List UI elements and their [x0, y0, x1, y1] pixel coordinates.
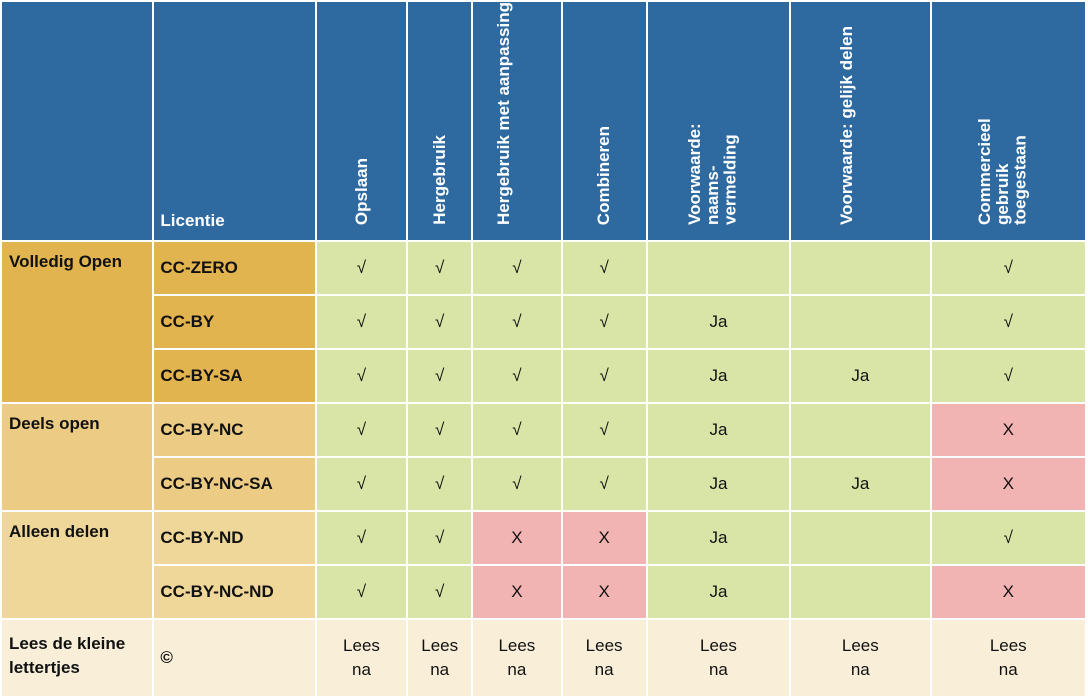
table-cell: √ [314, 401, 409, 458]
license-name: CC-BY-NC-SA [152, 455, 317, 512]
table-cell: X [929, 563, 1087, 620]
table-cell: √ [406, 293, 474, 350]
license-name: CC-ZERO [152, 239, 317, 296]
table-cell [789, 239, 932, 296]
table-cell: X [471, 509, 563, 566]
table-row: Deels open CC-BY-NC √ √ √ √ Ja X [0, 401, 1087, 512]
table-cell: √ [929, 293, 1087, 350]
table-cell: √ [471, 239, 563, 296]
license-name: CC-BY-SA [152, 347, 317, 404]
table-cell: √ [560, 401, 648, 458]
table-cell: Ja [645, 293, 792, 350]
table-cell: √ [929, 509, 1087, 566]
table-row: CC-BY √ √ √ √ Ja √ [1, 293, 1087, 350]
header-hergebruik-aanpassing: Hergebruik met aanpassing [471, 0, 563, 242]
table-cell: √ [406, 509, 474, 566]
table-cell: √ [560, 293, 648, 350]
table-cell [789, 293, 932, 350]
table-cell: X [560, 563, 648, 620]
header-commercieel: Commercieel gebruik toegestaan [929, 0, 1087, 242]
footer-cell: Lees na [314, 617, 409, 698]
license-name: CC-BY-NC [152, 401, 317, 458]
table-cell: √ [406, 239, 474, 296]
table-cell: √ [314, 347, 409, 404]
table-cell: Ja [789, 455, 932, 512]
footer-cell: Lees na [560, 617, 648, 698]
table-cell: √ [406, 563, 474, 620]
table-row: CC-BY-NC-ND √ √ X X Ja X [1, 563, 1087, 620]
table-cell: √ [560, 455, 648, 512]
table-row: CC-BY-NC-SA √ √ √ √ Ja Ja X [1, 455, 1087, 512]
table-cell: √ [314, 509, 409, 566]
header-opslaan: Opslaan [314, 0, 409, 242]
table-cell: √ [406, 401, 474, 458]
table-cell: √ [471, 347, 563, 404]
header-hergebruik: Hergebruik [406, 0, 474, 242]
header-gelijk-delen: Voorwaarde: gelijk delen [789, 0, 932, 242]
table-cell: √ [471, 293, 563, 350]
table-cell: √ [560, 347, 648, 404]
header-licentie: Licentie [152, 0, 317, 242]
table-cell [645, 239, 792, 296]
table-cell: √ [471, 401, 563, 458]
table-cell: √ [314, 455, 409, 512]
header-corner [0, 0, 155, 242]
footer-cell: Lees na [789, 617, 932, 698]
table-cell: X [929, 401, 1087, 458]
table-cell: Ja [645, 563, 792, 620]
footer-cell: Lees na [645, 617, 792, 698]
table-cell: X [560, 509, 648, 566]
license-name: CC-BY-NC-ND [152, 563, 317, 620]
category-kleine-lettertjes: Lees de kleine lettertjes [0, 617, 155, 698]
table-cell [789, 563, 932, 620]
table-cell: √ [929, 347, 1087, 404]
table-cell: √ [471, 455, 563, 512]
table-cell: √ [406, 455, 474, 512]
table-cell [789, 509, 932, 566]
table-cell [789, 401, 932, 458]
license-name: CC-BY [152, 293, 317, 350]
table-cell: √ [406, 347, 474, 404]
category-volledig-open: Volledig Open [0, 239, 155, 404]
table-cell: √ [560, 239, 648, 296]
table-cell: Ja [645, 401, 792, 458]
footer-cell: Lees na [406, 617, 474, 698]
table-cell: Ja [645, 509, 792, 566]
category-deels-open: Deels open [0, 401, 155, 512]
header-naamsvermelding: Voorwaarde: naams-vermelding [645, 0, 792, 242]
table-cell: Ja [789, 347, 932, 404]
footer-cell: Lees na [929, 617, 1087, 698]
table-cell: Ja [645, 347, 792, 404]
table-cell: √ [314, 293, 409, 350]
table-cell: √ [314, 239, 409, 296]
table-row: Volledig Open CC-ZERO √ √ √ √ √ [0, 239, 1087, 404]
license-name: CC-BY-ND [152, 509, 317, 566]
header-combineren: Combineren [560, 0, 648, 242]
copyright-label: © [152, 617, 317, 698]
table-cell: √ [929, 239, 1087, 296]
footer-cell: Lees na [471, 617, 563, 698]
table-cell: Ja [645, 455, 792, 512]
footer-row: Lees de kleine lettertjes © Lees na Lees n… [0, 617, 1087, 698]
table-cell: X [929, 455, 1087, 512]
table-row: CC-BY-SA √ √ √ √ Ja Ja √ [1, 347, 1087, 404]
header-row: Licentie Opslaan Hergebruik Hergebruik m… [0, 0, 1087, 242]
table-row: Alleen delen CC-BY-ND √ √ X X Ja √ [0, 509, 1087, 620]
table-cell: √ [314, 563, 409, 620]
table-cell: X [471, 563, 563, 620]
category-alleen-delen: Alleen delen [0, 509, 155, 620]
